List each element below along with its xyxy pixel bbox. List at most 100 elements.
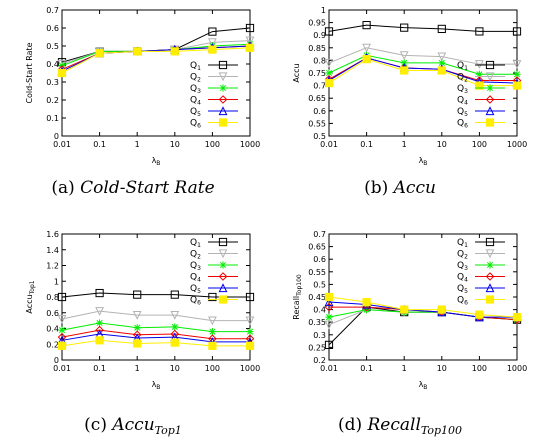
legend-label-q2: Q2 [190,250,201,261]
legend-label-q4: Q4 [457,96,468,107]
data-point-q6 [58,342,65,349]
y-tick-label: 0.45 [308,293,326,302]
y-tick-label: 0.6 [313,255,326,264]
y-tick-label: 0.25 [308,343,326,352]
caption-title: Accu [394,178,436,198]
y-tick-label: 1.2 [46,262,59,271]
data-point-q6 [58,69,65,76]
y-tick-label: 0.5 [313,280,326,289]
chart-panel-a: 00.10.20.30.40.50.60.70.01 0.1 1 10 100 1000λ… [0,0,266,172]
legend-marker-q6 [219,296,226,303]
legend-label-q6: Q6 [457,119,468,130]
y-tick-label: 1.4 [46,246,59,255]
data-point-q6 [401,306,408,313]
y-tick-label: 0.55 [308,268,326,277]
series-line-q5 [62,334,250,342]
data-point-q3 [325,314,332,321]
y-tick-label: 0.55 [308,119,326,128]
legend-label-q5: Q5 [190,284,201,295]
y-tick-label: 0.3 [46,78,59,87]
legend-label-q4: Q4 [190,273,201,284]
legend-label-q1: Q1 [190,238,201,249]
caption-b: (b) Accu [280,178,520,198]
legend-marker-q3 [486,84,493,91]
x-tick-label: 100 [472,364,487,373]
y-tick-label: 0.4 [46,325,59,334]
series-line-q1 [329,25,517,31]
y-tick-label: 0.35 [308,318,326,327]
data-point-q6 [513,82,520,89]
data-point-q6 [325,79,332,86]
x-tick-label: 0.1 [93,140,106,149]
x-tick-label: 100 [205,140,220,149]
y-tick-label: 0.6 [46,309,59,318]
x-axis-label: λB [419,156,428,167]
legend-label-q3: Q3 [190,84,201,95]
data-point-q6 [209,46,216,53]
data-point-q6 [246,44,253,51]
caption-d: (d) RecallTop100 [280,415,520,435]
data-point-q6 [513,314,520,321]
x-axis-label: λB [152,156,161,167]
data-point-q6 [209,342,216,349]
data-point-q3 [209,328,216,335]
caption-title: Cold-Start Rate [80,178,215,198]
x-axis-label: λB [419,380,428,391]
legend-label-q6: Q6 [457,296,468,307]
data-point-q6 [171,48,178,55]
y-tick-label: 0.3 [313,331,326,340]
legend-marker-q6 [486,119,493,126]
legend-label-q4: Q4 [190,96,201,107]
y-tick-label: 0.75 [308,69,326,78]
data-point-q6 [134,340,141,347]
y-tick-label: 0.8 [313,56,326,65]
y-tick-label: 0.2 [46,96,59,105]
data-point-q6 [325,293,332,300]
x-tick-label: 1000 [240,364,260,373]
x-tick-label: 100 [472,140,487,149]
data-point-q3 [58,326,65,333]
legend-marker-q3 [219,84,226,91]
legend-marker-q3 [219,261,226,268]
caption-subscript: Top100 [421,424,462,437]
x-tick-label: 0.1 [360,140,373,149]
y-axis-label: RecallTop100 [292,274,303,320]
chart-panel-c: 00.20.40.60.811.21.41.60.01 0.1 1 10 100 1000… [0,224,266,396]
data-point-q6 [363,298,370,305]
series-line-q2 [62,41,250,64]
legend-label-q1: Q1 [457,238,468,249]
y-tick-label: 0.9 [313,31,326,40]
series-line-q6 [62,48,250,73]
chart-panel-d: 0.2 0.25 0.3 0.35 0.4 0.45 0.5 0.55 0.6 0.65 0.7 0.… [267,224,533,396]
x-tick-label: 1 [135,364,140,373]
data-point-q3 [96,319,103,326]
legend-label-q1: Q1 [457,61,468,72]
legend-label-q3: Q3 [190,261,201,272]
series-line-q3 [62,323,250,332]
y-tick-label: 0.2 [46,340,59,349]
caption-prefix: (a) [51,178,80,198]
y-tick-label: 0.65 [308,94,326,103]
data-point-q6 [476,311,483,318]
y-tick-label: 0.95 [308,19,326,28]
x-tick-label: 0.01 [320,364,338,373]
legend-marker-q3 [486,261,493,268]
x-tick-label: 0.1 [93,364,106,373]
y-tick-label: 0.5 [46,42,59,51]
data-point-q6 [246,342,253,349]
y-tick-label: 0.4 [46,60,59,69]
series-line-q2 [62,311,250,320]
x-tick-label: 1 [402,140,407,149]
legend-label-q5: Q5 [190,107,201,118]
y-tick-label: 0.6 [46,24,59,33]
y-tick-label: 1 [54,277,59,286]
y-axis-label: Cold-Start Rate [25,42,34,103]
legend-label-q2: Q2 [190,73,201,84]
legend-marker-q6 [486,296,493,303]
data-point-q6 [438,67,445,74]
x-tick-label: 10 [170,364,180,373]
y-tick-label: 0.6 [313,107,326,116]
y-tick-label: 0.1 [46,114,59,123]
y-tick-label: 1 [321,6,326,15]
y-axis-label: AccuTop1 [25,280,36,313]
